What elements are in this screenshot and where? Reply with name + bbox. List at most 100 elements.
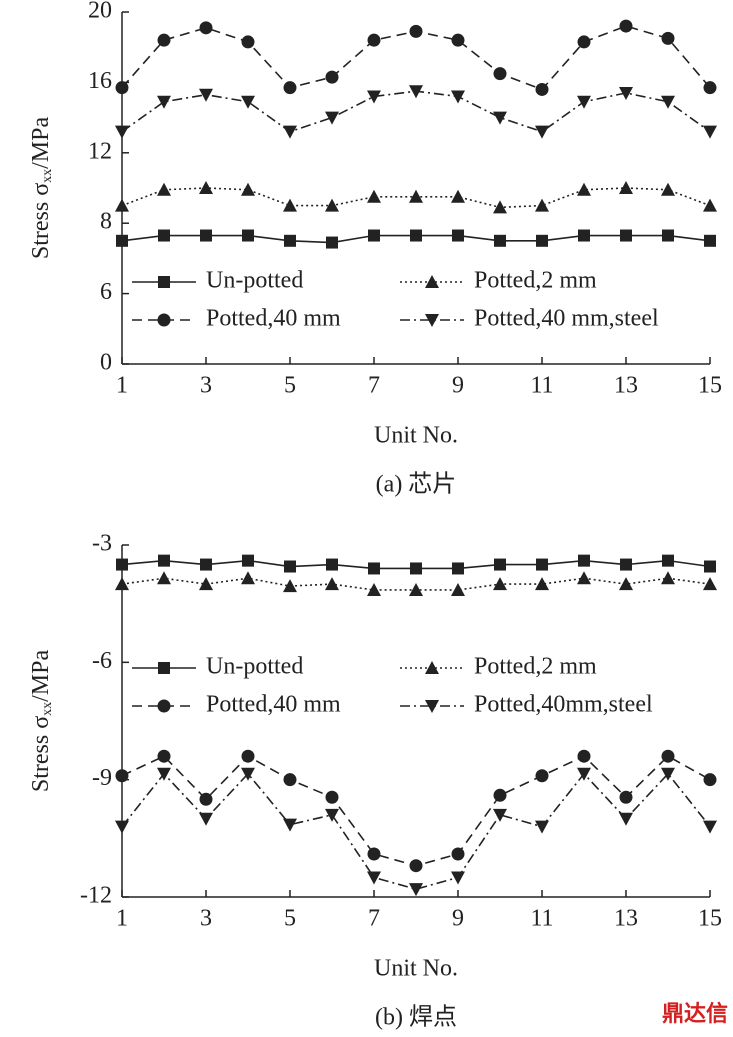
marker <box>703 820 717 834</box>
x-tick-label: 9 <box>452 373 464 399</box>
x-axis-label: Unit No. <box>374 956 458 982</box>
marker <box>536 558 548 571</box>
marker <box>662 229 674 242</box>
legend-label: Potted,2 mm <box>474 268 597 294</box>
marker <box>158 229 170 242</box>
marker <box>661 182 675 196</box>
marker <box>367 33 381 47</box>
marker <box>494 234 506 247</box>
marker <box>662 554 674 567</box>
series-line <box>121 772 711 891</box>
legend-marker <box>158 662 170 674</box>
marker <box>661 31 675 45</box>
marker <box>283 773 297 787</box>
marker <box>451 189 465 203</box>
marker <box>157 571 171 585</box>
marker <box>368 562 380 575</box>
legend-label: Potted,40 mm <box>206 692 341 718</box>
marker <box>157 767 171 781</box>
legend-marker <box>157 699 171 713</box>
legend-marker <box>157 313 171 327</box>
y-axis-label: Stress σxx/MPa <box>28 117 56 260</box>
marker <box>493 788 507 802</box>
marker <box>368 229 380 242</box>
marker <box>451 33 465 47</box>
marker <box>620 558 632 571</box>
marker <box>242 554 254 567</box>
marker <box>410 562 422 575</box>
y-tick-label: 20 <box>88 0 112 24</box>
marker <box>661 767 675 781</box>
marker <box>577 35 591 49</box>
marker <box>661 749 675 763</box>
marker <box>452 229 464 242</box>
marker <box>451 582 465 596</box>
y-label-unit: /MPa <box>28 117 54 169</box>
marker <box>241 767 255 781</box>
marker <box>535 82 549 96</box>
marker <box>410 229 422 242</box>
marker <box>661 571 675 585</box>
marker <box>283 818 297 832</box>
marker <box>116 558 128 571</box>
marker <box>325 198 339 212</box>
marker <box>409 24 423 38</box>
marker <box>241 95 255 109</box>
marker <box>577 95 591 109</box>
x-tick-label: 11 <box>530 373 553 399</box>
y-label-sub: xx <box>40 702 55 716</box>
marker <box>199 577 213 591</box>
marker <box>577 571 591 585</box>
marker <box>703 81 717 95</box>
marker <box>577 182 591 196</box>
legend-label: Potted,40mm,steel <box>474 692 653 718</box>
marker <box>241 182 255 196</box>
marker <box>494 558 506 571</box>
watermark: 鼎达信 <box>662 1001 728 1027</box>
marker <box>451 847 465 861</box>
marker <box>493 111 507 125</box>
x-tick-label: 5 <box>284 906 296 932</box>
legend-marker <box>425 700 439 713</box>
marker <box>367 189 381 203</box>
marker <box>409 883 423 897</box>
marker <box>200 558 212 571</box>
legend-marker <box>425 661 439 674</box>
marker <box>578 554 590 567</box>
marker <box>325 790 339 804</box>
legend-label: Potted,40 mm <box>206 306 341 332</box>
x-tick-label: 3 <box>200 906 212 932</box>
marker <box>241 35 255 49</box>
marker <box>704 560 716 573</box>
y-tick-label: 8 <box>100 209 112 235</box>
marker <box>409 582 423 596</box>
marker <box>577 767 591 781</box>
x-tick-label: 7 <box>368 373 380 399</box>
marker <box>703 125 717 139</box>
x-tick-label: 3 <box>200 373 212 399</box>
x-axis-label: Unit No. <box>374 423 458 449</box>
marker <box>661 95 675 109</box>
marker <box>115 769 129 783</box>
x-tick-label: 15 <box>698 906 722 932</box>
legend-label: Potted,2 mm <box>474 654 597 680</box>
y-label-sub: xx <box>40 169 55 183</box>
marker <box>157 33 171 47</box>
marker <box>619 812 633 826</box>
marker <box>115 198 129 212</box>
marker <box>199 792 213 806</box>
marker <box>619 577 633 591</box>
marker <box>326 236 338 249</box>
marker <box>703 773 717 787</box>
marker <box>620 229 632 242</box>
marker <box>703 198 717 212</box>
marker <box>199 181 213 194</box>
marker <box>367 582 381 596</box>
marker <box>409 85 423 99</box>
y-tick-label: -6 <box>92 648 112 674</box>
marker <box>157 95 171 109</box>
y-tick-label: -12 <box>80 883 112 909</box>
series-line <box>121 755 711 867</box>
marker <box>535 769 549 783</box>
marker <box>451 871 465 885</box>
